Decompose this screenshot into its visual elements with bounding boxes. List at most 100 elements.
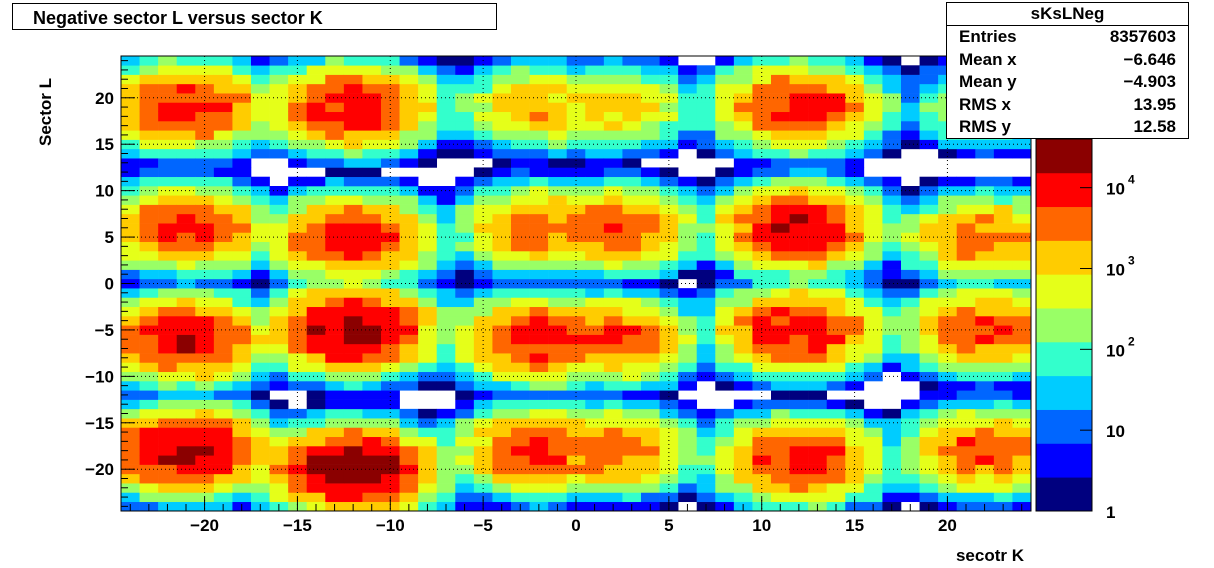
heatmap-cell xyxy=(362,269,382,280)
heatmap-cell xyxy=(213,343,233,354)
heatmap-cell xyxy=(826,362,846,373)
heatmap-cell xyxy=(733,186,753,196)
heatmap-cell xyxy=(826,288,846,298)
heatmap-cell xyxy=(362,325,382,335)
heatmap-cell xyxy=(492,65,512,75)
heatmap-cell xyxy=(232,455,252,465)
heatmap-cell xyxy=(808,408,828,419)
heatmap-cell xyxy=(826,204,846,215)
heatmap-cell xyxy=(213,278,233,289)
heatmap-cell xyxy=(641,371,660,382)
heatmap-cell xyxy=(641,353,660,363)
heatmap-cell xyxy=(826,232,846,243)
heatmap-cell xyxy=(585,390,605,400)
heatmap-cell xyxy=(863,111,883,122)
heatmap-cell xyxy=(882,464,902,475)
heatmap-cell xyxy=(306,464,326,475)
heatmap-cell xyxy=(511,232,530,243)
heatmap-cell xyxy=(603,167,623,178)
heatmap-cell xyxy=(826,102,846,113)
heatmap-cell xyxy=(863,260,883,270)
heatmap-cell xyxy=(993,483,1013,493)
heatmap-cell xyxy=(213,306,233,317)
heatmap-cell xyxy=(752,334,772,345)
y-tick-label: −15 xyxy=(85,414,114,433)
heatmap-cell xyxy=(752,65,772,75)
heatmap-cell xyxy=(529,83,549,94)
heatmap-cell xyxy=(622,381,642,391)
heatmap-cell xyxy=(715,167,735,178)
heatmap-cell xyxy=(882,483,902,493)
heatmap-cell xyxy=(306,343,326,354)
heatmap-cell xyxy=(789,362,809,373)
heatmap-cell xyxy=(121,343,140,354)
heatmap-cell xyxy=(715,139,735,150)
heatmap-cell xyxy=(251,56,270,66)
heatmap-cell xyxy=(251,204,270,215)
y-tick-label: −10 xyxy=(85,367,114,386)
heatmap-cell xyxy=(845,223,865,233)
heatmap-cell xyxy=(733,139,753,150)
heatmap-cell xyxy=(325,83,345,94)
heatmap-cell xyxy=(919,130,939,140)
heatmap-cell xyxy=(696,204,716,215)
heatmap-cell xyxy=(733,121,753,131)
stats-label: Mean x xyxy=(959,49,1017,69)
heatmap-cell xyxy=(121,381,140,391)
heatmap-cell xyxy=(325,139,345,150)
heatmap-cell xyxy=(641,121,660,131)
heatmap-cell xyxy=(473,176,493,187)
heatmap-cell xyxy=(826,353,846,363)
palette-frame xyxy=(1035,138,1093,512)
heatmap-cell xyxy=(808,74,828,85)
heatmap-cell xyxy=(492,111,512,122)
heatmap-cell xyxy=(585,195,605,205)
heatmap-cell xyxy=(882,316,902,326)
heatmap-cell xyxy=(715,83,735,94)
heatmap-cell xyxy=(325,269,345,280)
heatmap-cell xyxy=(622,65,642,75)
heatmap-cell xyxy=(993,139,1013,150)
heatmap-cell xyxy=(938,269,958,280)
heatmap-cell xyxy=(733,241,753,252)
heatmap-cell xyxy=(678,121,698,131)
heatmap-cell xyxy=(733,408,753,419)
heatmap-cell xyxy=(176,195,196,205)
heatmap-cell xyxy=(808,446,828,456)
heatmap-cell xyxy=(696,418,716,428)
heatmap-cell xyxy=(585,83,605,94)
heatmap-cell xyxy=(306,278,326,289)
palette-swatch xyxy=(1036,443,1092,478)
heatmap-cell xyxy=(789,306,809,317)
heatmap-cell xyxy=(343,446,363,456)
heatmap-cell xyxy=(381,223,400,233)
heatmap-cell xyxy=(901,483,920,493)
heatmap-cell xyxy=(715,111,735,122)
heatmap-cell xyxy=(641,269,660,280)
heatmap-cell xyxy=(901,232,920,243)
heatmap-cell xyxy=(975,362,995,373)
heatmap-cell xyxy=(585,316,605,326)
heatmap-cell xyxy=(325,204,345,215)
heatmap-cell xyxy=(566,176,586,187)
heatmap-cell xyxy=(269,65,289,75)
heatmap-cell xyxy=(529,334,549,345)
heatmap-cell xyxy=(733,83,753,94)
heatmap-cell xyxy=(511,418,530,428)
heatmap-cell xyxy=(455,353,475,363)
heatmap-cell xyxy=(771,260,790,270)
heatmap-cell xyxy=(511,408,530,419)
heatmap-cell xyxy=(269,232,289,243)
heatmap-cell xyxy=(901,353,920,363)
heatmap-cell xyxy=(603,390,623,400)
heatmap-cell xyxy=(808,65,828,75)
heatmap-cell xyxy=(232,306,252,317)
heatmap-cell xyxy=(1012,446,1032,456)
heatmap-cell xyxy=(808,241,828,252)
heatmap-cell xyxy=(826,455,846,465)
heatmap-cell xyxy=(473,306,493,317)
heatmap-cell xyxy=(529,167,549,178)
heatmap-cell xyxy=(956,186,976,196)
heatmap-cell xyxy=(455,325,475,335)
heatmap-cell xyxy=(956,251,976,261)
